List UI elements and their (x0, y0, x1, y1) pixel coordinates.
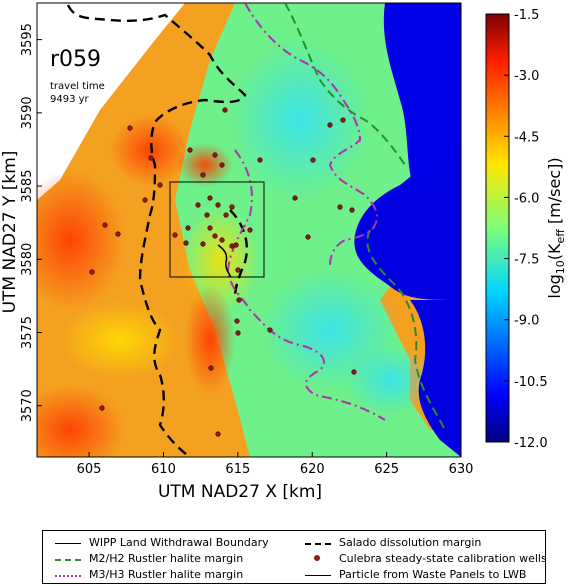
colorbar-tick-label: -3.0 (514, 69, 539, 84)
x-axis-label: UTM NAD27 X [km] (158, 482, 322, 502)
wipp-boundary (169, 181, 265, 278)
legend-item-salado: Salado dissolution margin (305, 536, 481, 549)
well-marker (235, 330, 241, 336)
y-tick-label: 3590 (20, 96, 35, 129)
well-marker (148, 155, 154, 161)
well-marker (185, 225, 191, 231)
well-marker (127, 125, 133, 131)
well-marker (222, 107, 228, 113)
travel-time-label: travel time (50, 81, 105, 92)
colorbar-tick-label: -4.5 (514, 130, 539, 145)
y-tick-label: 3595 (20, 23, 35, 56)
x-tick-label: 615 (225, 462, 250, 477)
well-marker (200, 172, 206, 178)
well-marker (89, 269, 95, 275)
legend-item-m3h3: M3/H3 Rustler halite margin (55, 568, 243, 581)
well-marker (310, 157, 316, 163)
well-marker (142, 197, 148, 203)
colorbar-tick-label: -9.0 (514, 314, 539, 329)
well-marker (183, 240, 189, 246)
well-marker (195, 202, 201, 208)
run-label: r059 (50, 47, 101, 72)
y-axis-ticks: 3570 3575 3580 3585 3590 3595 (20, 23, 42, 422)
colorbar-tick-label: -7.5 (514, 253, 539, 268)
colorbar-label: log10(Keff [m/sec]) (545, 157, 567, 298)
colorbar-ticks: -1.5 -3.0 -4.5 -6.0 -7.5 -9.0 -10.5 -12.0 (504, 8, 548, 451)
well-marker (208, 365, 214, 371)
x-tick-label: 610 (151, 462, 176, 477)
m3h3-margin-line (244, 3, 378, 266)
colorbar-tick-label: -1.5 (514, 8, 539, 23)
legend: WIPP Land Withdrawal Boundary Salado dis… (42, 530, 547, 584)
well-marker (157, 182, 163, 188)
colorbar-tick-label: -6.0 (514, 191, 539, 206)
m2h2-margin-line (284, 3, 406, 166)
well-marker (200, 241, 206, 247)
legend-item-wipp: WIPP Land Withdrawal Boundary (55, 536, 269, 549)
y-tick-label: 3585 (20, 170, 35, 203)
well-marker (236, 297, 242, 303)
well-marker (349, 207, 355, 213)
well-marker (292, 195, 298, 201)
well-marker (212, 233, 218, 239)
conductivity-field (37, 3, 461, 457)
colorbar-tick-label: -10.5 (514, 375, 548, 390)
well-marker (233, 242, 239, 248)
well-marker (204, 212, 210, 218)
legend-item-particle: Particle from Waste Panels to LWB (305, 568, 526, 581)
y-tick-label: 3575 (20, 316, 35, 349)
well-marker (115, 231, 121, 237)
x-tick-label: 620 (300, 462, 325, 477)
well-marker (219, 237, 225, 243)
well-marker (212, 152, 218, 158)
well-marker (207, 225, 213, 231)
well-marker (327, 122, 333, 128)
y-tick-label: 3570 (20, 389, 35, 422)
travel-time-value: 9493 yr (50, 94, 90, 105)
well-marker (99, 405, 105, 411)
particle-path (217, 244, 232, 278)
colorbar-tick-label: -12.0 (514, 436, 548, 451)
y-tick-label: 3580 (20, 243, 35, 276)
well-marker (234, 318, 240, 324)
legend-item-m2h2: M2/H2 Rustler halite margin (55, 552, 243, 565)
well-marker (267, 327, 273, 333)
well-marker (102, 222, 108, 228)
x-axis-ticks: 605 610 615 620 625 630 (77, 452, 474, 477)
x-tick-label: 605 (77, 462, 102, 477)
colorbar (485, 13, 510, 443)
x-tick-label: 630 (449, 462, 474, 477)
well-marker (305, 234, 311, 240)
well-marker (172, 232, 178, 238)
well-marker (340, 117, 346, 123)
well-marker (215, 431, 221, 437)
well-marker (219, 162, 225, 168)
well-marker (337, 204, 343, 210)
legend-item-wells: Culebra steady-state calibration wells (305, 552, 547, 565)
calibration-wells (89, 107, 357, 437)
well-marker (229, 204, 235, 210)
well-marker (351, 369, 357, 375)
well-marker (257, 157, 263, 163)
x-tick-label: 625 (374, 462, 399, 477)
well-marker (223, 212, 229, 218)
y-axis-label: UTM NAD27 Y [km] (0, 151, 20, 314)
well-marker (187, 147, 193, 153)
plot-frame (36, 2, 462, 458)
salado-margin-line (66, 4, 247, 457)
well-marker (247, 227, 253, 233)
well-marker (215, 202, 221, 208)
well-marker (207, 195, 213, 201)
well-marker (235, 267, 241, 273)
